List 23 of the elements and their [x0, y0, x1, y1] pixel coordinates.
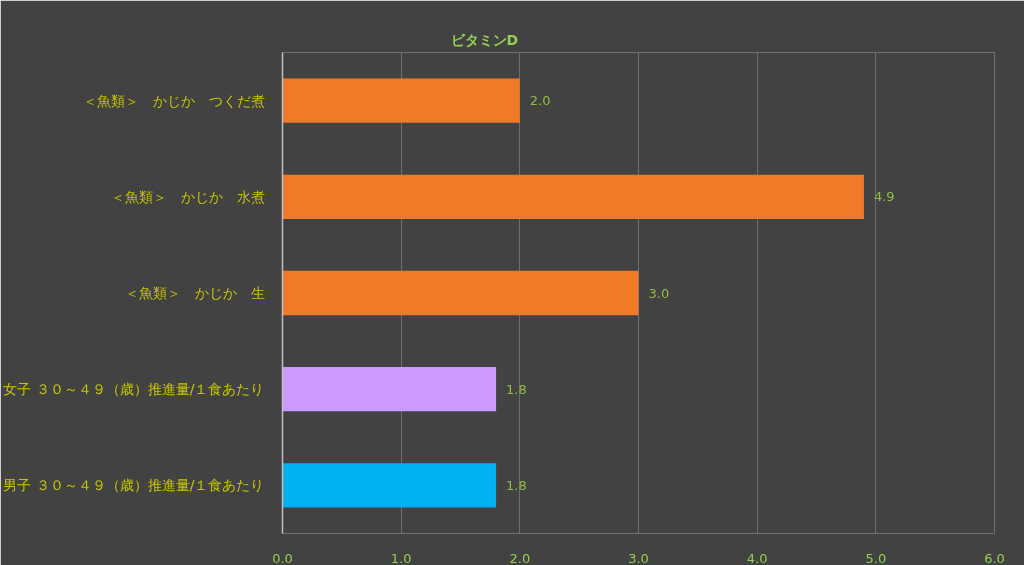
x-tick-label: 2.0 — [509, 550, 531, 565]
data-label: 4.9 — [873, 189, 895, 205]
y-tick-label: ＜魚類＞ かじか つくだ煮 — [82, 92, 265, 109]
chart-title: ビタミンD — [450, 31, 519, 48]
bar — [282, 78, 520, 123]
y-tick-label: 女子 ３０～４９（歳）推進量/１食あたり — [3, 381, 265, 398]
data-label: 1.8 — [506, 381, 527, 397]
bar — [282, 270, 639, 316]
data-label: 2.0 — [529, 93, 551, 109]
x-tick-label: 5.0 — [865, 550, 887, 565]
y-tick-label: ＜魚類＞ かじか 生 — [124, 285, 265, 301]
bar — [282, 174, 864, 219]
data-label: 1.8 — [506, 477, 527, 493]
bar — [282, 367, 497, 412]
x-tick-label: 3.0 — [628, 550, 649, 565]
data-label: 3.0 — [648, 285, 670, 301]
x-tick-label: 6.0 — [984, 550, 1005, 565]
bar — [282, 463, 497, 508]
x-tick-label: 4.0 — [746, 550, 768, 565]
y-tick-label: ＜魚類＞ かじか 水煮 — [110, 188, 265, 205]
x-tick-label: 1.0 — [390, 550, 412, 565]
x-tick-label: 0.0 — [272, 550, 293, 565]
y-tick-label: 男子 ３０～４９（歳）推進量/１食あたり — [3, 477, 265, 494]
